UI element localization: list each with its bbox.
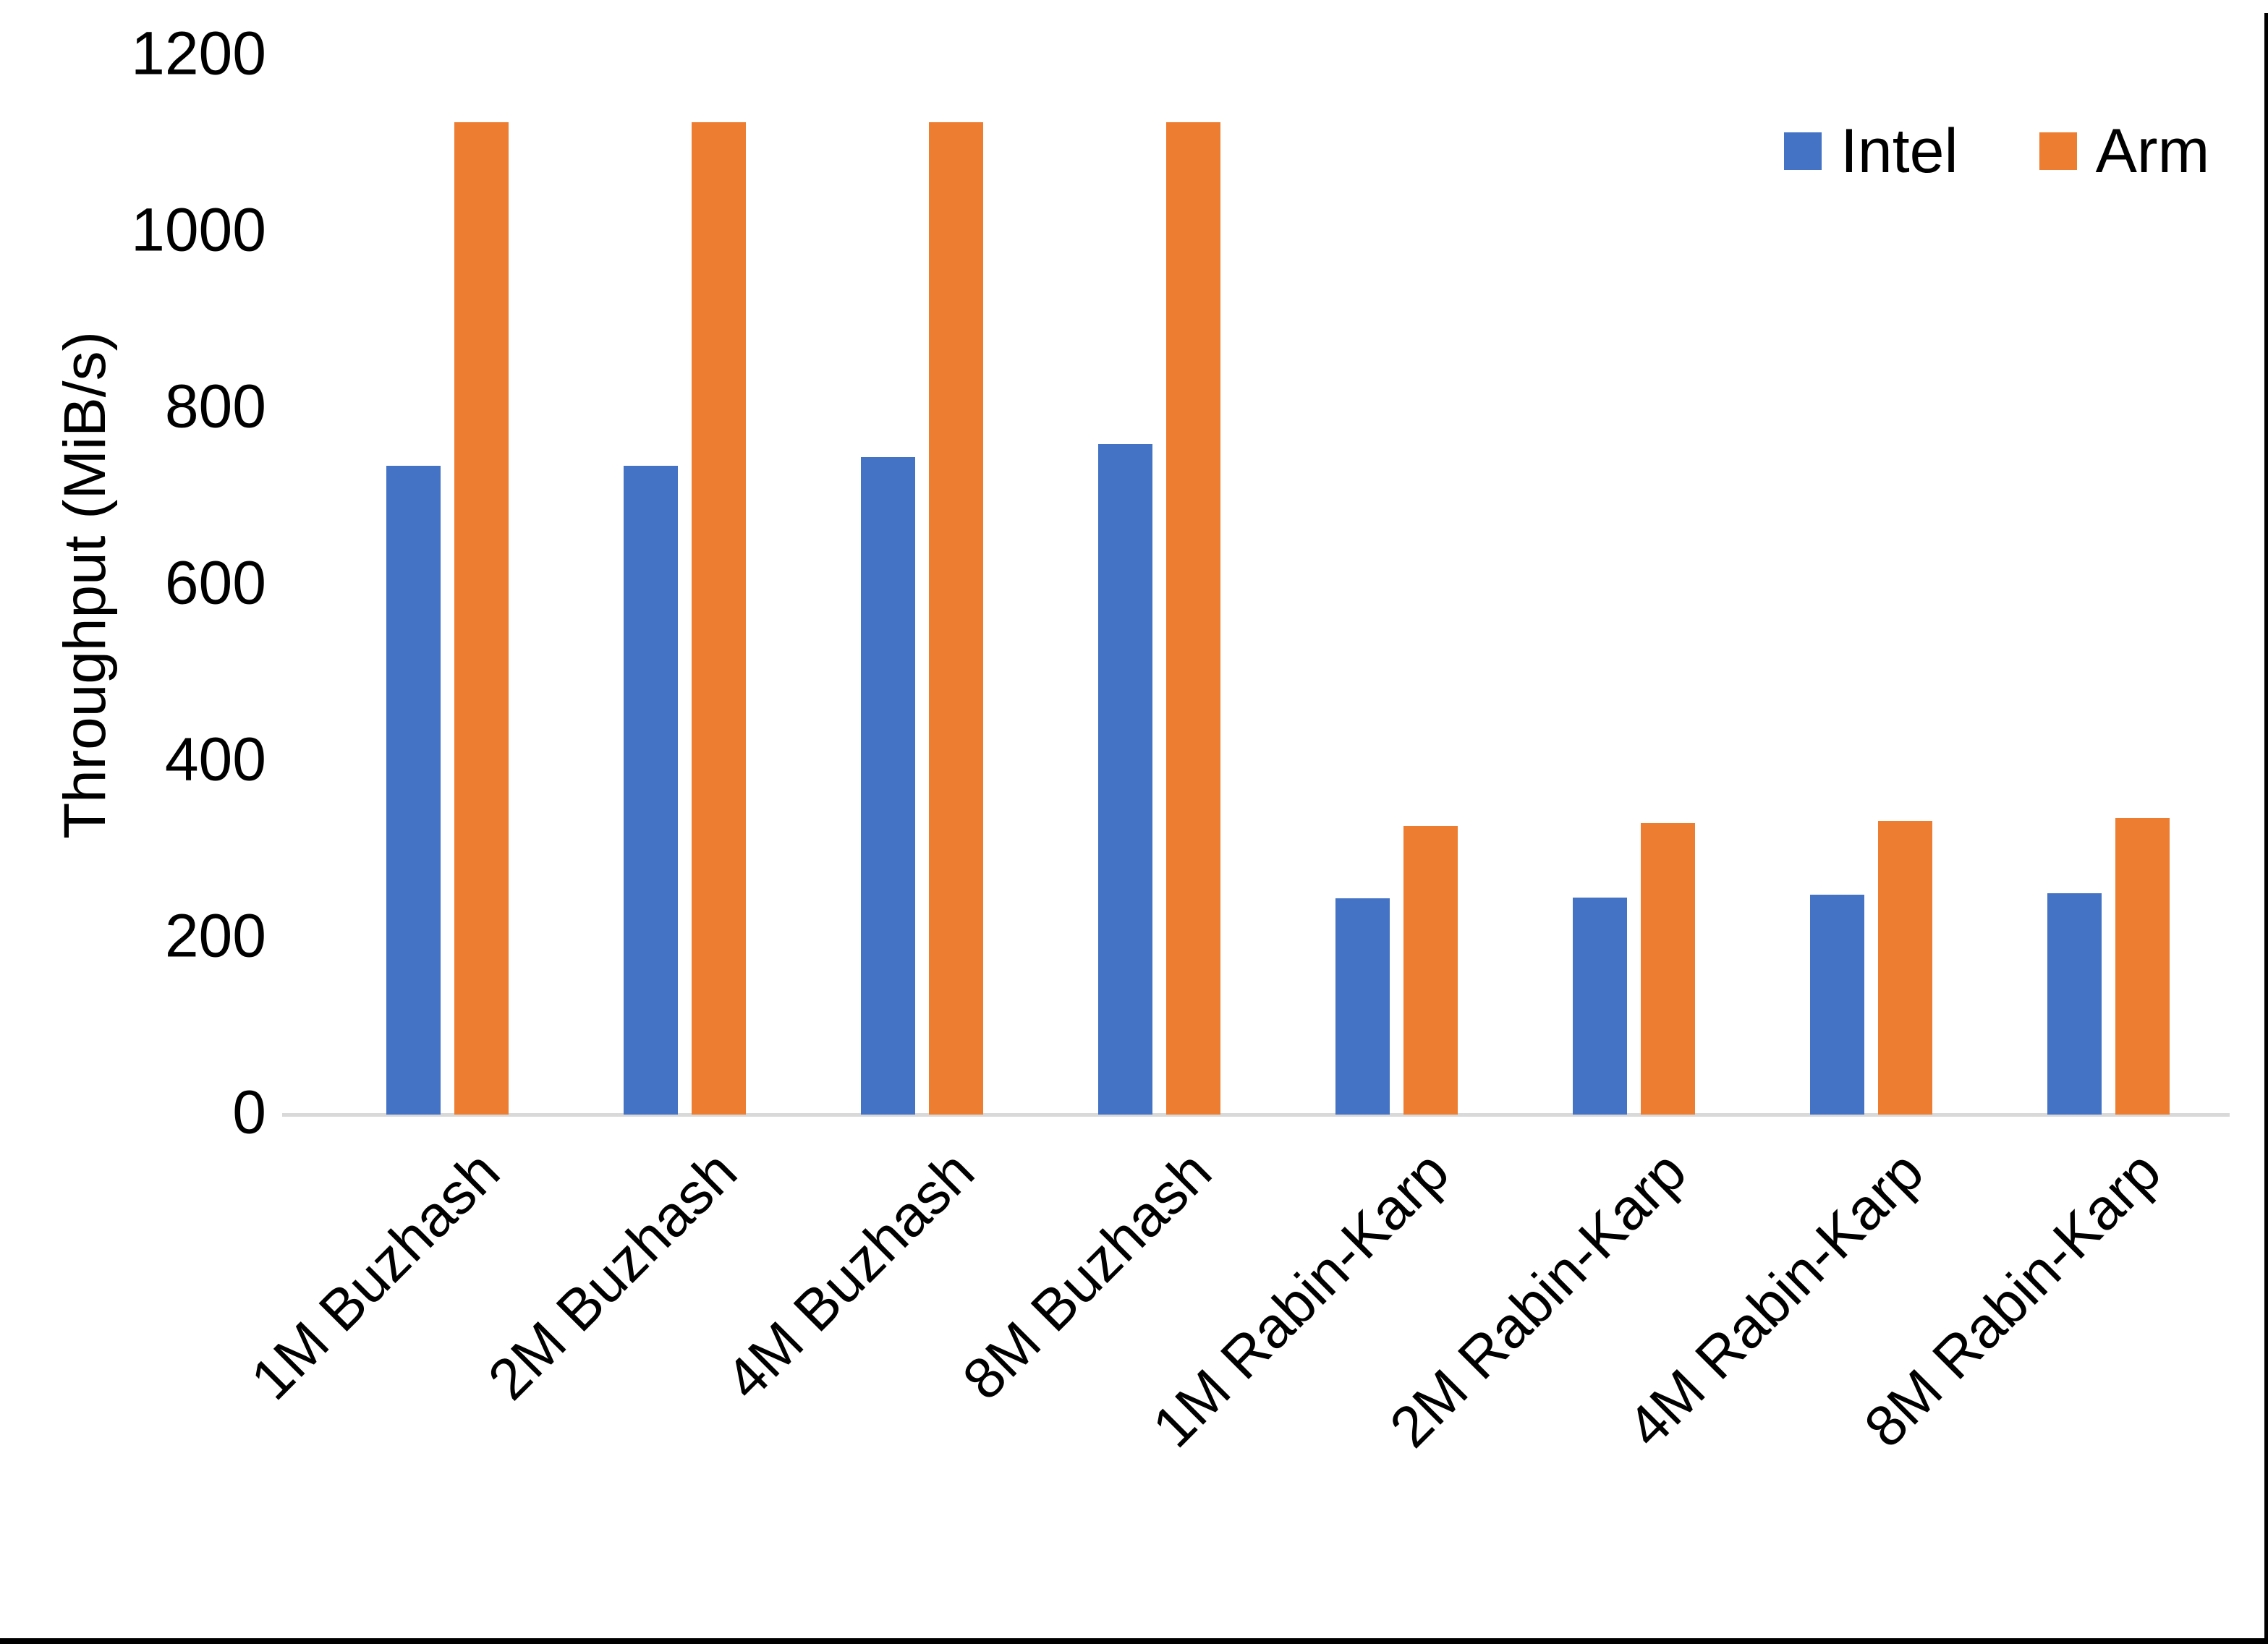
window-edge-bottom — [0, 1638, 2268, 1644]
bar-arm-5 — [1640, 823, 1695, 1115]
bar-intel-3 — [1097, 443, 1152, 1115]
bar-intel-7 — [2047, 893, 2102, 1115]
bar-intel-1 — [623, 466, 678, 1115]
x-category-label: 4M Buzhash — [713, 1138, 987, 1412]
bar-intel-0 — [386, 466, 441, 1115]
bar-intel-2 — [860, 457, 915, 1115]
y-tick-label: 1000 — [131, 195, 266, 264]
legend-swatch-arm — [2039, 132, 2077, 170]
y-tick-label: 600 — [164, 548, 266, 617]
legend-label-arm: Arm — [2095, 116, 2210, 186]
x-category-label: 2M Buzhash — [476, 1138, 749, 1412]
bar-intel-6 — [1809, 895, 1864, 1115]
bar-arm-4 — [1403, 826, 1458, 1115]
y-tick-label: 1200 — [131, 19, 266, 88]
legend-swatch-intel — [1784, 132, 1822, 170]
y-tick-label: 800 — [164, 372, 266, 440]
y-tick-label: 0 — [232, 1078, 266, 1146]
legend: Intel Arm — [1784, 120, 2209, 182]
bar-arm-0 — [454, 122, 509, 1115]
x-category-label: 1M Buzhash — [239, 1138, 512, 1412]
bar-arm-2 — [928, 122, 983, 1115]
x-category-label: 8M Buzhash — [951, 1138, 1224, 1412]
y-tick-label: 200 — [164, 901, 266, 970]
bar-intel-4 — [1335, 898, 1390, 1115]
legend-label-intel: Intel — [1840, 116, 1958, 186]
bar-arm-6 — [1877, 820, 1932, 1115]
bar-arm-3 — [1165, 122, 1220, 1115]
bar-intel-5 — [1572, 897, 1627, 1115]
bar-arm-7 — [2115, 818, 2170, 1115]
x-axis-line — [282, 1113, 2230, 1117]
bar-arm-1 — [691, 122, 746, 1115]
window-edge-right — [2264, 13, 2268, 1644]
y-tick-label: 400 — [164, 725, 266, 793]
